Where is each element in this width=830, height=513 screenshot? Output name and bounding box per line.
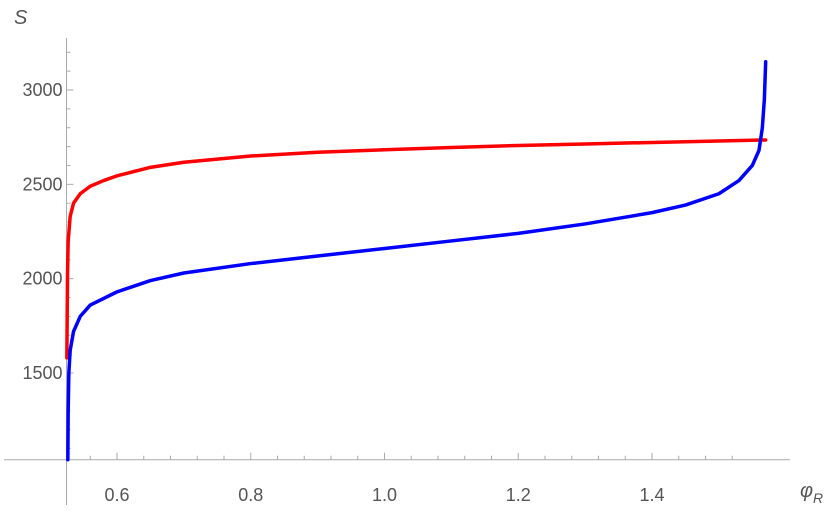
axis-labels: S φR: [14, 7, 823, 506]
y-tick-label: 2000: [22, 269, 62, 289]
y-tick-label: 3000: [22, 80, 62, 100]
x-tick-label: 1.0: [372, 485, 397, 505]
y-axis-label: S: [14, 7, 28, 29]
x-tick-label: 1.2: [506, 485, 531, 505]
y-tick-label: 1500: [22, 363, 62, 383]
series-line-blue: [66, 59, 768, 462]
x-axis-label-main: φ: [800, 480, 813, 502]
y-tick-label: 2500: [22, 174, 62, 194]
x-tick-label: 0.8: [238, 485, 263, 505]
axes: 0.6 0.8 1.0 1.2 1.4 1500 2000 2500 3000: [4, 38, 790, 505]
x-axis-label-subscript: R: [813, 490, 823, 506]
x-tick-label: 1.4: [639, 485, 664, 505]
series-line-red: [65, 138, 768, 360]
x-axis-label: φR: [800, 480, 823, 506]
series-group: [65, 59, 768, 462]
x-tick-label: 0.6: [104, 485, 129, 505]
